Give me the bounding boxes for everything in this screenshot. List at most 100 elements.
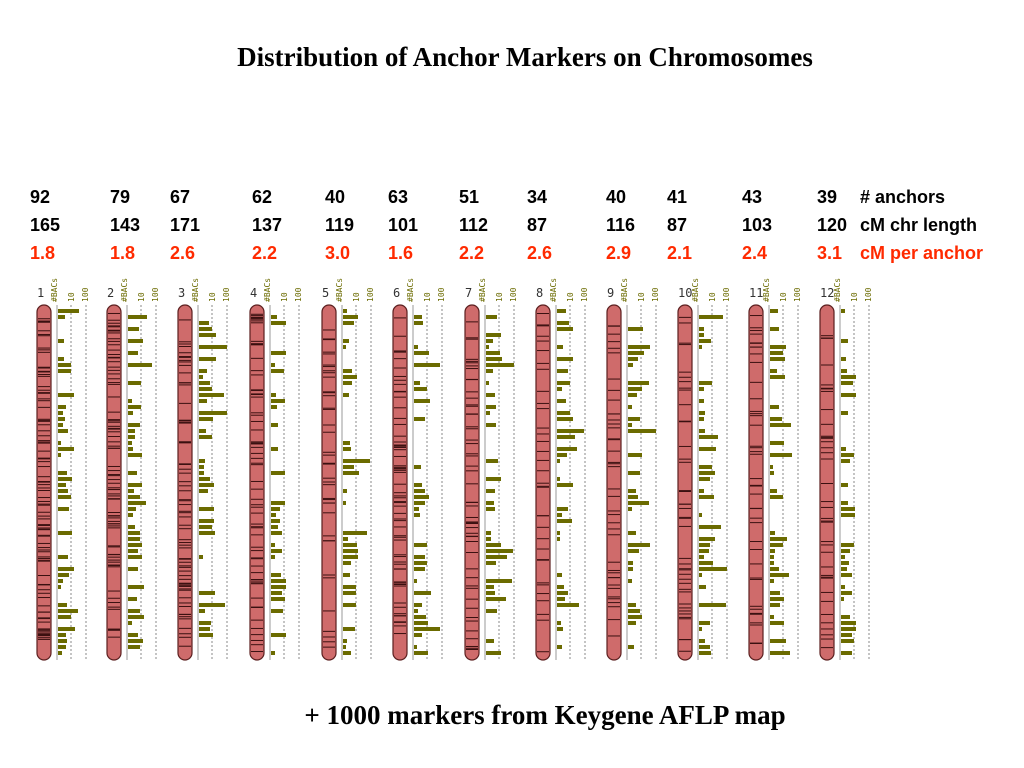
bac-bar xyxy=(414,609,418,613)
bac-bar xyxy=(770,351,783,355)
bac-bar xyxy=(414,417,425,421)
bac-bar xyxy=(628,393,637,397)
bac-bar xyxy=(557,411,570,415)
bac-bar xyxy=(557,531,560,535)
bac-bar xyxy=(128,441,132,445)
bac-bar xyxy=(699,417,704,421)
bac-bar xyxy=(58,609,78,613)
bac-bar xyxy=(199,489,208,493)
bac-bar xyxy=(414,627,440,631)
bac-bar xyxy=(770,639,786,643)
tick-10-label: 10 xyxy=(67,292,76,302)
stat-anchors: 40 xyxy=(606,187,627,207)
bac-bar xyxy=(343,639,347,643)
bac-bar xyxy=(128,555,142,559)
stat-per-anchor: 2.4 xyxy=(742,243,768,263)
bac-bar xyxy=(271,321,286,325)
bac-bar xyxy=(557,537,560,541)
bac-bar xyxy=(486,393,495,397)
bac-bar xyxy=(486,537,491,541)
bac-bar xyxy=(486,351,500,355)
bac-bar xyxy=(699,651,711,655)
bac-bar xyxy=(770,465,773,469)
chromosome-3: 3 #BACs 10 100 xyxy=(177,278,231,661)
bac-bar xyxy=(628,429,656,433)
bac-bar xyxy=(841,567,847,571)
bac-bar xyxy=(628,453,642,457)
bac-bar xyxy=(128,531,140,535)
chromosome-number: 10 xyxy=(678,286,692,300)
bac-bar xyxy=(557,477,560,481)
stat-anchors: 41 xyxy=(667,187,688,207)
bac-bar xyxy=(58,633,66,637)
chromosome-body xyxy=(677,304,693,661)
bac-bar xyxy=(770,357,785,361)
tick-10-label: 10 xyxy=(423,292,432,302)
bac-bar xyxy=(271,351,286,355)
tick-10-label: 10 xyxy=(280,292,289,302)
bac-bar xyxy=(486,549,513,553)
chromosome-body xyxy=(106,304,122,661)
bac-bar xyxy=(58,627,75,631)
bac-bar xyxy=(128,507,136,511)
stat-per-anchor: 1.6 xyxy=(388,243,414,263)
stat-anchors: 63 xyxy=(388,187,409,207)
stat-anchors: 40 xyxy=(325,187,346,207)
bacs-axis-label: #BACs xyxy=(120,278,129,302)
bac-bar xyxy=(628,501,649,505)
bac-bar xyxy=(486,507,495,511)
bac-bar xyxy=(841,651,852,655)
bac-bar xyxy=(58,579,63,583)
bac-bar xyxy=(486,333,501,337)
bac-bar xyxy=(343,627,355,631)
bac-bar xyxy=(770,471,774,475)
bac-bar xyxy=(343,585,356,589)
bac-bar xyxy=(343,537,348,541)
bac-bar xyxy=(557,621,561,625)
bac-bar xyxy=(486,423,496,427)
bac-bar xyxy=(486,363,514,367)
chromosome-body xyxy=(748,304,764,661)
bac-bar xyxy=(343,393,349,397)
bac-bar xyxy=(271,531,282,535)
bac-bar xyxy=(271,597,285,601)
footer-caption: + 1000 markers from Keygene AFLP map xyxy=(304,700,786,730)
bac-bar xyxy=(841,573,852,577)
bac-bar xyxy=(841,309,845,313)
bac-bar xyxy=(58,573,69,577)
bac-bar xyxy=(557,603,579,607)
bac-bar xyxy=(343,381,352,385)
bac-bar xyxy=(414,381,420,385)
tick-10-label: 10 xyxy=(208,292,217,302)
bac-bar xyxy=(58,363,71,367)
stat-per-anchor: 2.9 xyxy=(606,243,632,263)
bac-bar xyxy=(557,483,573,487)
bac-bar xyxy=(414,489,425,493)
bac-bar xyxy=(699,561,713,565)
bac-bar xyxy=(699,333,704,337)
bac-bar xyxy=(628,423,632,427)
bac-bar xyxy=(628,387,642,391)
bac-bar xyxy=(199,381,210,385)
bac-bar xyxy=(271,525,278,529)
stats-chr-2: 79 143 1.8 xyxy=(110,183,140,267)
bac-bar xyxy=(557,435,575,439)
bac-bar xyxy=(271,543,275,547)
chromosome-10: 10#BACs 10 100 xyxy=(677,278,731,661)
bac-bar xyxy=(414,633,422,637)
stats-chr-8: 34 87 2.6 xyxy=(527,183,552,267)
stat-length: 87 xyxy=(527,215,548,235)
bac-bar xyxy=(699,573,702,577)
bac-bar xyxy=(770,573,789,577)
bac-bar xyxy=(486,357,502,361)
bac-bar xyxy=(199,435,212,439)
bacs-axis-label: #BACs xyxy=(620,278,629,302)
bac-bar xyxy=(486,585,494,589)
bacs-axis-label: #BACs xyxy=(335,278,344,302)
bac-bar xyxy=(58,531,72,535)
bacs-axis-label: #BACs xyxy=(50,278,59,302)
bac-bar xyxy=(841,549,850,553)
bac-bar xyxy=(199,471,204,475)
bac-bar xyxy=(343,441,350,445)
